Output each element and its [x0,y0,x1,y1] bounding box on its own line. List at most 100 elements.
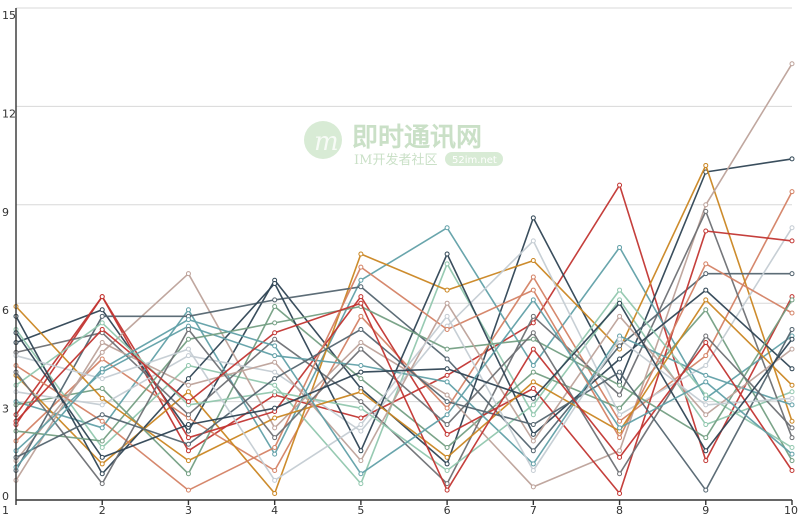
data-point [617,336,623,342]
series-14 [13,323,795,467]
data-point [185,363,191,369]
series-line [15,305,793,475]
data-point [185,376,191,382]
data-point [530,379,536,385]
data-point [272,343,278,349]
data-point [703,363,709,369]
data-point [530,313,536,319]
series-23 [13,300,795,493]
series-line [15,302,793,492]
data-point [185,441,191,447]
data-point [272,415,278,421]
data-point [358,389,364,395]
data-point [789,271,795,277]
series-21 [13,326,795,493]
data-point [444,372,450,378]
data-point [617,343,623,349]
series-line [15,190,793,472]
data-point [530,258,536,264]
y-tick-label: 0 [2,490,9,503]
series-line [15,227,793,455]
data-point [789,418,795,424]
data-point [444,431,450,437]
data-point [703,412,709,418]
data-point [185,346,191,352]
data-point [530,215,536,221]
x-tick-label: 5 [357,504,364,517]
data-point [99,454,105,460]
watermark: m 即时通讯网 IM开发者社区 52im.net [304,121,503,168]
data-point [789,346,795,352]
data-point [444,356,450,362]
series-24 [13,300,795,460]
series-line [15,262,793,492]
data-point [272,389,278,395]
data-point [358,376,364,382]
data-point [99,313,105,319]
data-point [617,448,623,454]
data-point [185,471,191,477]
data-point [99,425,105,431]
watermark-badge-bg [445,152,503,166]
series-17 [13,297,795,444]
data-point [789,458,795,464]
data-point [99,320,105,326]
x-tick-label: 6 [444,504,451,517]
series-line [15,299,793,442]
watermark-subtitle: IM开发者社区 [354,152,437,168]
data-point [358,422,364,428]
data-point [530,438,536,444]
data-point [617,490,623,496]
data-point [530,448,536,454]
data-point [185,307,191,313]
data-point [530,297,536,303]
data-point [789,425,795,431]
series-13 [13,251,795,477]
data-point [444,366,450,372]
y-tick-label: 12 [2,107,16,120]
data-point [444,225,450,231]
watermark-logo-icon [304,121,342,159]
data-point [272,330,278,336]
data-point [530,402,536,408]
data-point [444,405,450,411]
data-point [703,261,709,267]
data-point [358,313,364,319]
data-point [617,300,623,306]
data-point [358,369,364,375]
data-point [272,376,278,382]
series-line [15,328,793,492]
data-point [358,346,364,352]
data-point [99,418,105,424]
data-point [789,445,795,451]
y-tick-label: 3 [2,403,9,416]
series-line [15,253,793,475]
data-point [703,333,709,339]
x-tick-label: 2 [99,504,106,517]
data-point [530,274,536,280]
data-point [789,382,795,388]
series-6 [13,303,795,477]
data-point [703,392,709,398]
data-point [703,487,709,493]
data-point [617,369,623,375]
data-point [272,297,278,303]
data-point [272,445,278,451]
data-point [530,412,536,418]
x-tick-label: 8 [616,504,623,517]
data-point [789,395,795,401]
data-point [99,385,105,391]
data-point [185,353,191,359]
series-4 [13,189,795,473]
data-point [358,428,364,434]
data-point [444,300,450,306]
data-point [617,425,623,431]
data-point [185,389,191,395]
data-point [789,467,795,473]
data-point [272,353,278,359]
series-25 [13,297,795,477]
data-point [789,297,795,303]
data-point [185,336,191,342]
